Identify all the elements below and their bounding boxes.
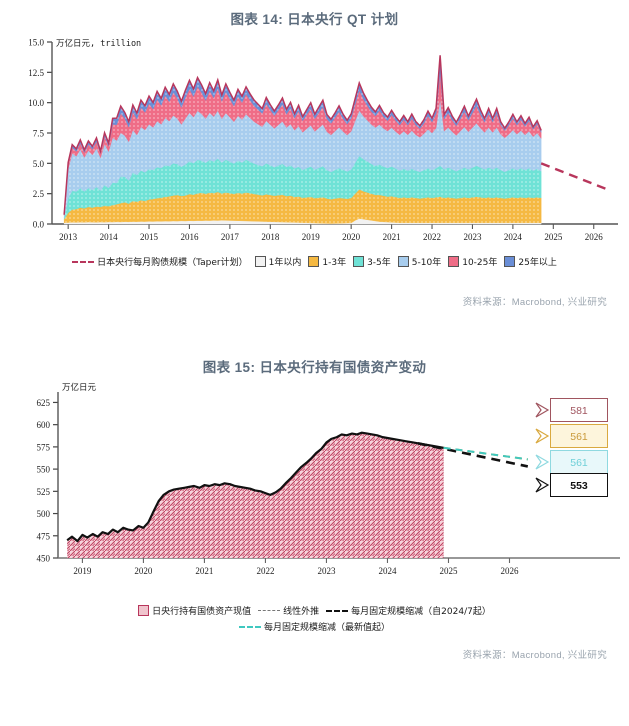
svg-text:2026: 2026 [585,232,604,242]
legend-item-10-25y[interactable]: 10-25年 [448,255,497,268]
dash-line-icon [72,260,95,263]
legend-label: 3-5年 [367,258,391,268]
figure-14-plot: 0.0 2.5 5.0 7.5 10.0 12.5 15.0 2013 2014 2015 2016… [0,28,629,253]
svg-text:2018: 2018 [261,232,280,242]
figure-14-source: 资料来源：Macrobond, 兴业研究 [462,297,607,308]
figure-15-legend-row1: 日央行持有国债资产现值 线性外推 每月固定规模缩减（自2024/7起） [0,604,629,617]
color-swatch-icon [308,256,320,267]
figure-14-legend: 日本央行每月购债规模（Taper计划） 1年以内 1-3年 3-5年 5-10年… [0,255,629,268]
color-swatch-icon [504,256,516,267]
legend-item-taper[interactable]: 日本央行每月购债规模（Taper计划） [72,255,248,268]
svg-text:万亿日元, trillion: 万亿日元, trillion [56,38,141,49]
callout-value-2: 561 [550,450,608,474]
svg-text:2020: 2020 [134,566,153,576]
legend-label: 25年以上 [518,258,557,268]
svg-text:2022: 2022 [256,566,274,576]
legend-label: 线性外推 [283,607,320,617]
figure-15-source: 资料来源：Macrobond, 兴业研究 [462,650,607,661]
color-swatch-icon [353,256,365,267]
svg-text:2023: 2023 [463,232,482,242]
color-swatch-icon [254,256,266,267]
svg-text:2025: 2025 [439,566,458,576]
svg-text:525: 525 [37,487,51,497]
callout-value-1: 561 [550,424,608,448]
svg-text:2017: 2017 [221,232,240,242]
legend-item-3-5y[interactable]: 3-5年 [353,255,391,268]
color-swatch-icon [397,256,409,267]
svg-text:2020: 2020 [342,232,361,242]
legend-label: 10-25年 [462,258,498,268]
svg-text:2019: 2019 [73,566,92,576]
dash-line-icon [258,610,281,611]
legend-item-fixed-reduction-latest[interactable]: 每月固定规模缩减（最新值起） [238,620,390,633]
color-swatch-icon [138,605,150,616]
legend-item-1-3y[interactable]: 1-3年 [308,255,346,268]
svg-text:15.0: 15.0 [28,38,44,48]
svg-text:12.5: 12.5 [28,68,44,78]
svg-text:600: 600 [37,420,51,430]
legend-item-holdings[interactable]: 日央行持有国债资产现值 [138,604,251,617]
svg-text:0.0: 0.0 [33,220,45,230]
svg-text:625: 625 [37,398,51,408]
svg-text:10.0: 10.0 [28,98,44,108]
svg-text:5.0: 5.0 [33,159,45,169]
legend-label: 5-10年 [411,258,442,268]
svg-text:2024: 2024 [504,232,523,242]
svg-text:2022: 2022 [423,232,441,242]
figure-15-title: 图表 15: 日本央行持有国债资产变动 [202,360,427,375]
svg-text:7.5: 7.5 [33,129,45,139]
dash-line-icon [326,609,349,612]
svg-text:2021: 2021 [195,566,213,576]
svg-text:2026: 2026 [500,566,519,576]
svg-text:575: 575 [37,442,51,452]
legend-label: 1年以内 [268,258,302,268]
legend-item-over-25y[interactable]: 25年以上 [504,255,557,268]
dash-line-icon [238,625,261,628]
callout-value-0: 581 [550,398,608,422]
legend-label: 每月固定规模缩减（最新值起） [263,623,390,633]
figure-15-plot: 450 475 500 525 550 575 600 625 2019 2020 2021 2022… [0,376,629,601]
svg-text:475: 475 [37,531,51,541]
svg-text:2021: 2021 [383,232,401,242]
callout-value-3: 553 [550,473,608,497]
legend-label: 日央行持有国债资产现值 [152,607,252,617]
legend-label: 1-3年 [322,258,347,268]
legend-item-5-10y[interactable]: 5-10年 [397,255,442,268]
figure-14: 图表 14: 日本央行 QT 计划 0.0 2.5 5.0 7.5 10.0 12.5 15… [0,0,629,308]
svg-text:500: 500 [37,509,51,519]
svg-text:2013: 2013 [59,232,78,242]
legend-label: 日本央行每月购债规模（Taper计划） [97,258,248,268]
svg-text:2016: 2016 [180,232,199,242]
legend-item-under-1y[interactable]: 1年以内 [254,255,302,268]
svg-text:万亿日元: 万亿日元 [62,382,97,393]
svg-text:2019: 2019 [302,232,321,242]
svg-text:2025: 2025 [544,232,563,242]
legend-label: 每月固定规模缩减（自2024/7起） [351,607,491,617]
svg-text:2024: 2024 [378,566,397,576]
figure-14-title: 图表 14: 日本央行 QT 计划 [230,12,399,27]
figure-15-svg: 450 475 500 525 550 575 600 625 2019 2020 2021 2022… [37,382,620,576]
svg-text:2014: 2014 [100,232,119,242]
color-swatch-icon [448,256,460,267]
svg-text:2015: 2015 [140,232,159,242]
svg-text:450: 450 [37,554,51,564]
svg-text:2.5: 2.5 [33,189,45,199]
figure-14-svg: 0.0 2.5 5.0 7.5 10.0 12.5 15.0 2013 2014 2015 2016… [28,38,618,242]
svg-text:550: 550 [37,465,51,475]
figure-15: 图表 15: 日本央行持有国债资产变动 450 475 500 525 550 575 60… [0,308,629,661]
figure-15-legend-row2: 每月固定规模缩减（最新值起） [0,620,629,633]
svg-text:2023: 2023 [317,566,336,576]
legend-item-linear-extrapolation[interactable]: 线性外推 [258,604,319,617]
legend-item-fixed-reduction-2024[interactable]: 每月固定规模缩减（自2024/7起） [326,604,491,617]
